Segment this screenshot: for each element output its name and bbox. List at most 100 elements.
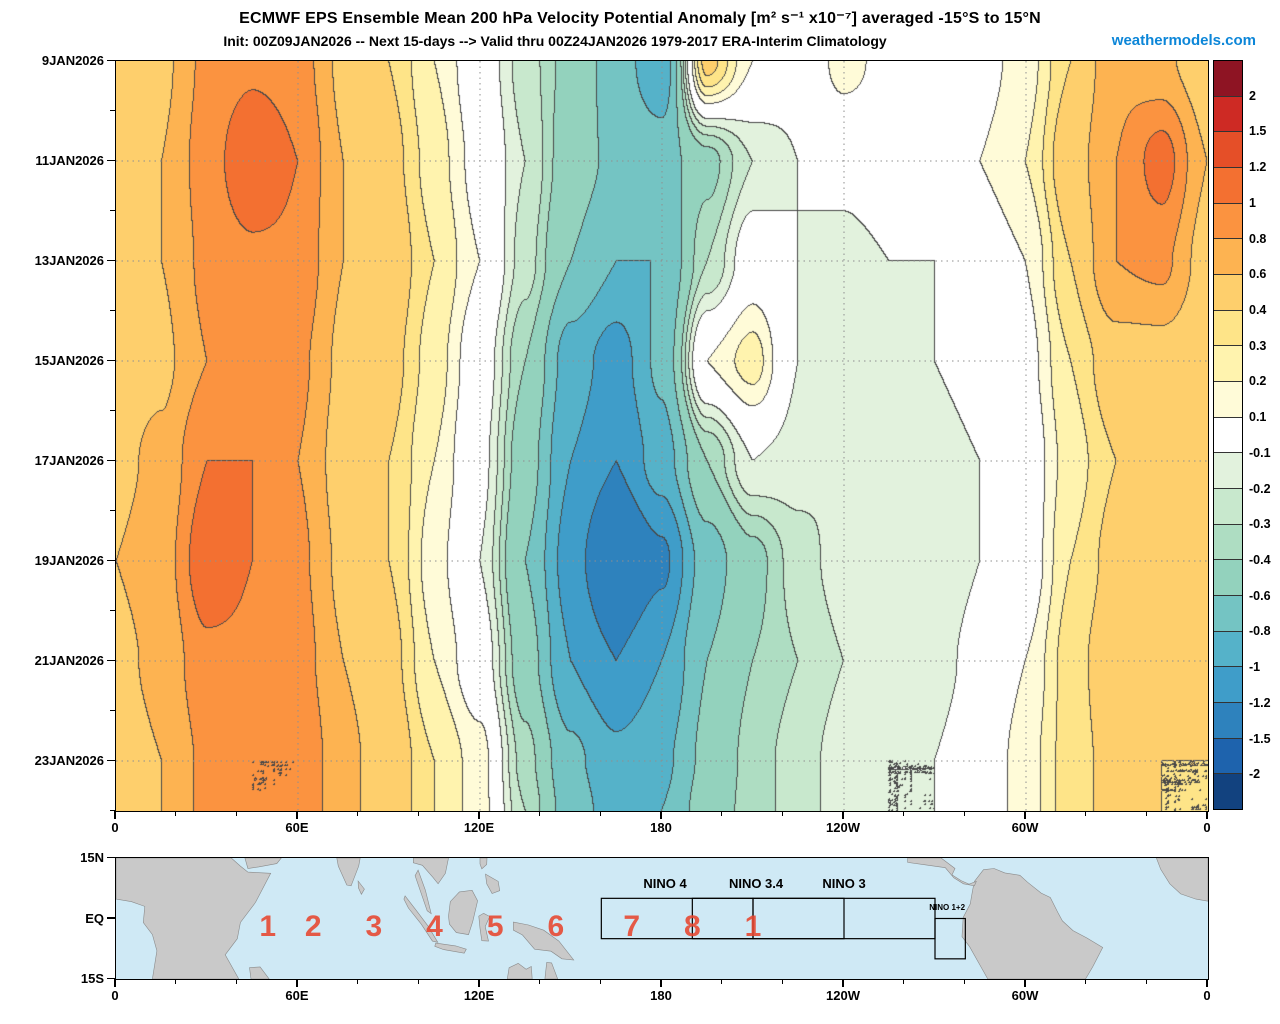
- y-axis-label: 23JAN2026: [34, 753, 104, 768]
- map-x-tick: [174, 979, 177, 984]
- watermark-link[interactable]: weathermodels.com: [1111, 32, 1256, 49]
- map-x-tick: [660, 979, 662, 987]
- map-landmass: [513, 921, 575, 961]
- y-axis-label: 9JAN2026: [41, 53, 104, 68]
- colorbar-label: -0.4: [1249, 553, 1271, 567]
- colorbar-swatch: [1214, 131, 1242, 168]
- x-axis-label: 0: [111, 820, 119, 835]
- y-axis-label: 21JAN2026: [34, 653, 104, 668]
- map-x-tick: [356, 979, 359, 984]
- colorbar-swatch: [1214, 630, 1242, 667]
- map-x-tick: [1145, 979, 1148, 984]
- x-axis-tick: [963, 811, 966, 816]
- x-axis-tick: [1084, 811, 1087, 816]
- map-landmass: [907, 858, 977, 887]
- colorbar-label: -0.2: [1249, 481, 1271, 496]
- map-x-tick: [1024, 979, 1026, 987]
- map-x-tick: [720, 979, 723, 984]
- map-landmass: [544, 962, 559, 979]
- x-axis-tick: [478, 811, 480, 819]
- x-axis-tick: [1145, 811, 1148, 816]
- nino-region-label: NINO 1+2: [929, 903, 965, 912]
- mjo-phase-number: 6: [547, 910, 564, 943]
- x-axis-label: 180: [650, 820, 672, 835]
- map-x-label: 60E: [285, 988, 309, 1003]
- y-axis-label: 13JAN2026: [34, 253, 104, 268]
- x-axis-tick: [417, 811, 420, 816]
- colorbar-label: -0.1: [1249, 445, 1271, 460]
- y-axis-tick: [107, 659, 115, 661]
- colorbar-swatch: [1214, 595, 1242, 631]
- map-x-label: 60W: [1011, 988, 1039, 1003]
- map-landmass: [414, 869, 432, 915]
- map-y-label: 15S: [80, 971, 104, 986]
- colorbar-swatch: [1214, 488, 1242, 524]
- mjo-phase-number: 2: [305, 910, 322, 943]
- y-axis-tick: [107, 59, 115, 61]
- y-axis-tick: [110, 409, 115, 411]
- y-axis-tick: [107, 359, 115, 361]
- x-axis-tick: [356, 811, 359, 816]
- colorbar-swatch: [1214, 416, 1242, 453]
- x-axis-label: 60E: [285, 820, 309, 835]
- colorbar-label: -1.2: [1249, 695, 1271, 710]
- colorbar-swatch: [1214, 666, 1242, 703]
- map-y-tick: [107, 977, 115, 979]
- colorbar-swatch: [1214, 95, 1242, 132]
- mjo-phase-number: 1: [745, 910, 762, 943]
- x-axis-tick: [902, 811, 905, 816]
- colorbar-swatch: [1214, 702, 1242, 738]
- colorbar-label: 0.4: [1249, 303, 1267, 317]
- x-axis-tick: [720, 811, 723, 816]
- map-x-label: 0: [1203, 988, 1211, 1003]
- hovmoller-plot: [115, 60, 1209, 812]
- colorbar-swatch: [1214, 381, 1242, 417]
- chart-subtitle: Init: 00Z09JAN2026 -- Next 15-days --> V…: [223, 33, 887, 49]
- y-axis-tick: [110, 609, 115, 611]
- x-axis-tick: [1206, 811, 1208, 819]
- map-landmass: [506, 962, 533, 979]
- y-axis-label: 11JAN2026: [35, 153, 104, 168]
- colorbar-swatch: [1214, 345, 1242, 382]
- y-axis-label: 17JAN2026: [34, 453, 104, 468]
- map-landmass: [249, 966, 270, 979]
- x-axis-label: 120W: [826, 820, 860, 835]
- map-x-tick: [963, 979, 966, 984]
- map-x-tick: [1206, 979, 1208, 987]
- map-landmass: [448, 889, 478, 935]
- y-axis-tick: [110, 709, 115, 711]
- map-x-tick: [842, 979, 844, 987]
- colorbar-swatch: [1214, 167, 1242, 203]
- colorbar-label: -0.3: [1249, 517, 1271, 532]
- y-axis-tick: [107, 459, 115, 461]
- map-landmass: [1156, 858, 1208, 902]
- map-landmass: [413, 858, 449, 885]
- map-landmass: [479, 858, 488, 870]
- colorbar-label: -1: [1249, 660, 1261, 675]
- y-axis-tick: [110, 109, 115, 111]
- map-x-tick: [478, 979, 480, 987]
- nino-map-panel: NINO 4 NINO 3.4 NINO 3 NINO 1+2 1 2 3 4 5 6 7 8 1: [115, 857, 1209, 980]
- map-x-label: 180: [650, 988, 672, 1003]
- x-axis-tick: [660, 811, 662, 819]
- x-axis-tick: [599, 811, 602, 816]
- x-axis-label: 60W: [1011, 820, 1039, 835]
- mjo-phase-number: 1: [259, 910, 276, 943]
- nino-region-label: NINO 3: [822, 876, 865, 891]
- mjo-phase-number: 5: [487, 910, 504, 943]
- colorbar-label: 0.6: [1249, 267, 1267, 282]
- map-landmass: [961, 868, 1104, 979]
- map-x-tick: [235, 979, 238, 984]
- map-x-tick: [538, 979, 541, 984]
- colorbar-label: -2: [1249, 767, 1261, 782]
- map-x-tick: [296, 979, 298, 987]
- map-x-tick: [1084, 979, 1087, 984]
- colorbar-label: 0.3: [1249, 338, 1267, 353]
- colorbar-label: 0.2: [1249, 374, 1267, 389]
- colorbar-swatch: [1214, 309, 1242, 346]
- x-axis-tick: [235, 811, 238, 816]
- nino-region-box: [934, 917, 966, 960]
- y-axis-tick: [110, 809, 115, 811]
